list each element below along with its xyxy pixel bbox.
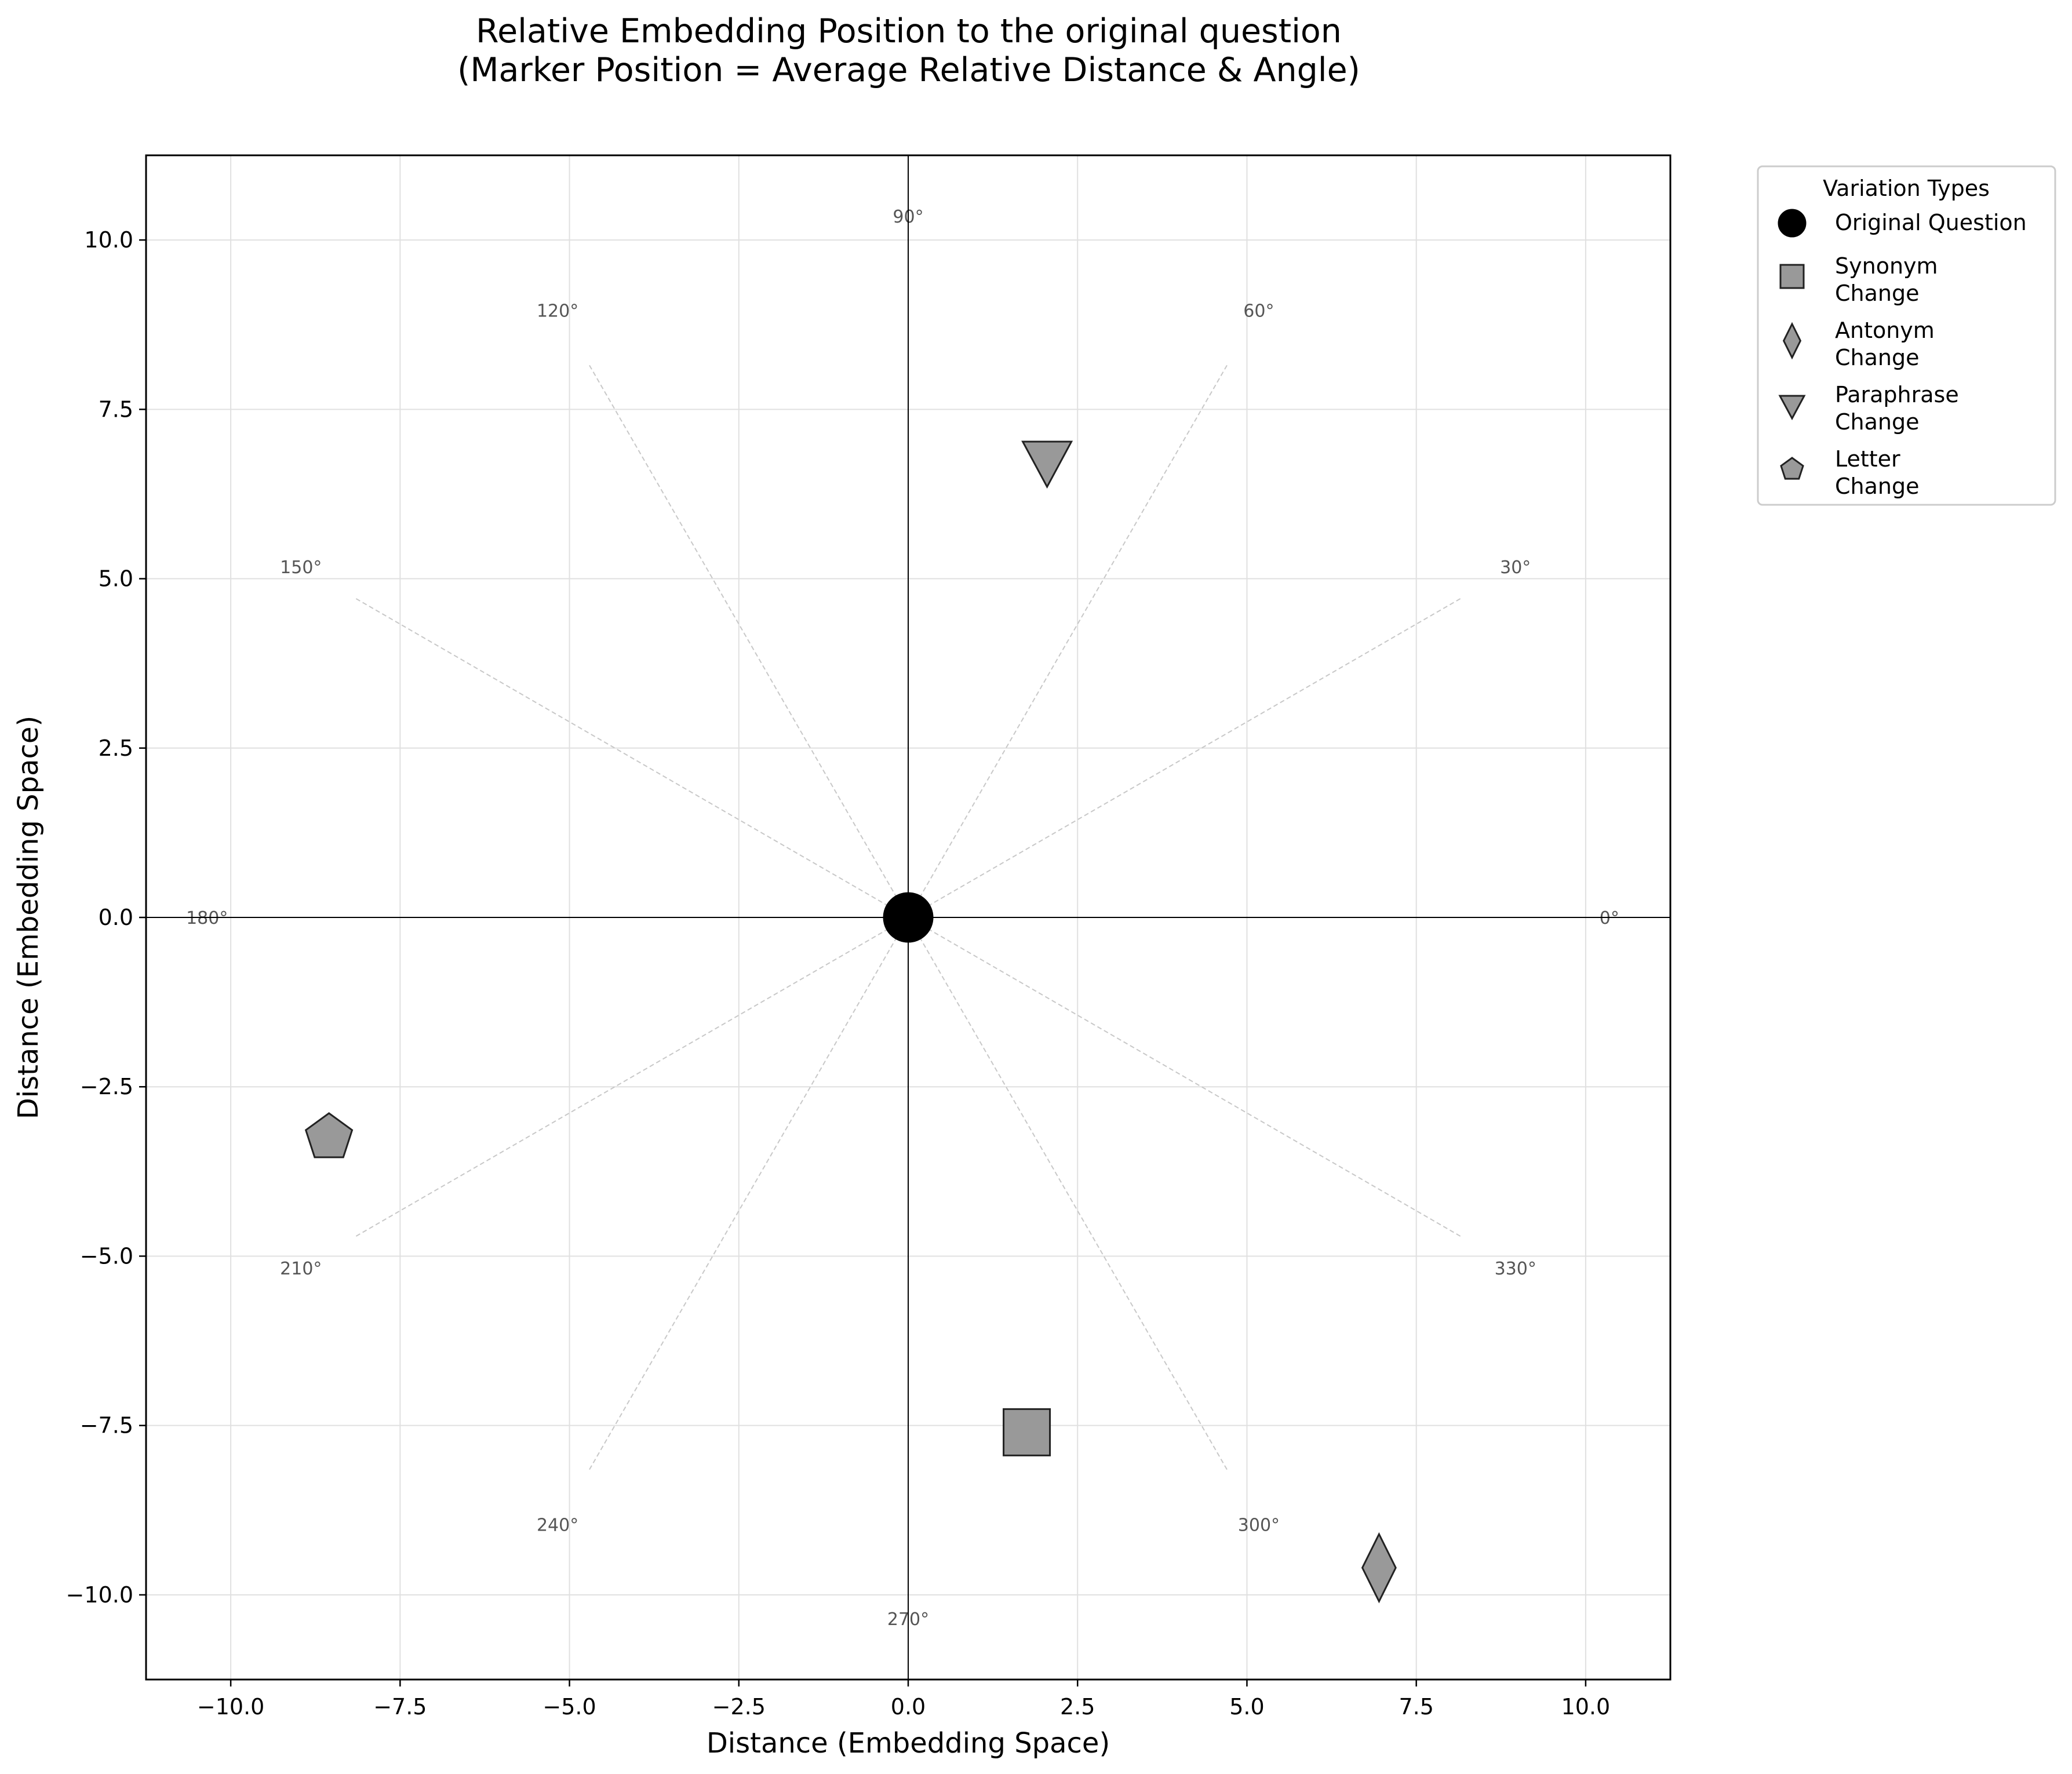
marker-synonym-change xyxy=(1003,1408,1051,1456)
marker-original-question xyxy=(883,892,934,943)
legend-label-synonym-change-0: Synonym xyxy=(1835,253,1938,279)
y-axis-label: Distance (Embedding Space) xyxy=(12,716,45,1119)
angle-label-330: 330° xyxy=(1495,1259,1536,1279)
x-tick-label-0: −10.0 xyxy=(197,1694,264,1720)
angle-label-210: 210° xyxy=(280,1259,322,1279)
legend-label-paraphrase-change-0: Paraphrase xyxy=(1835,382,1959,407)
legend-box xyxy=(1757,165,2056,506)
angle-label-150: 150° xyxy=(280,558,322,578)
marker-letter-change xyxy=(304,1112,354,1159)
angle-label-120: 120° xyxy=(537,301,578,321)
angle-label-30: 30° xyxy=(1500,558,1531,578)
x-tick-label-2: −5.0 xyxy=(542,1694,596,1720)
legend-marker-synonym-change xyxy=(1779,264,1805,289)
angle-ray-120 xyxy=(587,362,909,918)
data-markers xyxy=(304,440,1397,1604)
x-tick-label-3: −2.5 xyxy=(712,1694,766,1720)
legend: Variation Types Original Question Synonym… xyxy=(1757,165,2056,506)
marker-antonym-change xyxy=(1361,1532,1397,1604)
legend-marker-paraphrase-change xyxy=(1778,395,1806,421)
angle-label-0: 0° xyxy=(1600,908,1619,928)
x-tick-label-4: 0.0 xyxy=(891,1694,926,1720)
angle-label-300: 300° xyxy=(1238,1516,1280,1536)
y-tick-label-5: 2.5 xyxy=(99,735,133,761)
legend-label-antonym-change-1: Change xyxy=(1835,345,1920,370)
chart-title-line-1: Relative Embedding Position to the origi… xyxy=(476,12,1342,50)
y-tick-label-4: 0.0 xyxy=(99,905,133,930)
x-tick-label-8: 10.0 xyxy=(1561,1694,1611,1720)
angle-ray-300 xyxy=(908,917,1229,1473)
angle-label-240: 240° xyxy=(537,1516,578,1536)
angle-ray-240 xyxy=(587,917,909,1473)
legend-label-antonym-change-0: Antonym xyxy=(1835,318,1935,343)
legend-label-paraphrase-change-1: Change xyxy=(1835,409,1920,435)
y-tick-label-3: −2.5 xyxy=(80,1074,133,1099)
angle-label-60: 60° xyxy=(1243,301,1274,321)
y-tick-label-7: 7.5 xyxy=(99,396,133,422)
y-tick-label-1: −7.5 xyxy=(80,1413,133,1438)
x-tick-label-5: 2.5 xyxy=(1060,1694,1095,1720)
chart-title-line-2: (Marker Position = Average Relative Dist… xyxy=(457,51,1360,89)
legend-title: Variation Types xyxy=(1823,176,1990,201)
y-tick-label-0: −10.0 xyxy=(66,1582,133,1608)
legend-items: Original QuestionSynonymChangeAntonymCha… xyxy=(1778,209,2027,499)
legend-label-letter-change-1: Change xyxy=(1835,473,1920,499)
marker-paraphrase-change xyxy=(1021,440,1073,489)
angle-ray-60 xyxy=(908,362,1229,918)
x-tick-label-7: 7.5 xyxy=(1399,1694,1433,1720)
legend-marker-letter-change xyxy=(1780,457,1804,480)
x-tick-label-6: 5.0 xyxy=(1229,1694,1264,1720)
angle-label-180: 180° xyxy=(186,908,228,928)
y-tick-label-2: −5.0 xyxy=(80,1243,133,1269)
legend-marker-original-question xyxy=(1778,209,1807,238)
angle-ray-30 xyxy=(908,596,1463,918)
legend-label-letter-change-0: Letter xyxy=(1835,446,1900,472)
legend-marker-antonym-change xyxy=(1782,322,1802,360)
x-tick-label-1: −7.5 xyxy=(373,1694,427,1720)
angle-ray-210 xyxy=(353,917,909,1238)
legend-label-synonym-change-1: Change xyxy=(1835,281,1920,306)
x-axis-label: Distance (Embedding Space) xyxy=(707,1727,1110,1760)
y-tick-label-8: 10.0 xyxy=(84,227,133,253)
angle-ray-150 xyxy=(353,596,909,918)
legend-label-original-question-0: Original Question xyxy=(1835,210,2027,235)
angle-ray-330 xyxy=(908,917,1463,1238)
chart-title: Relative Embedding Position to the origi… xyxy=(457,12,1360,89)
y-tick-label-6: 5.0 xyxy=(99,566,133,592)
axis-ticks: −10.0 −7.5 −5.0 −2.5 0.0 2.5 5.0 7.5 10.0 −10.0 −7… xyxy=(66,227,1611,1720)
